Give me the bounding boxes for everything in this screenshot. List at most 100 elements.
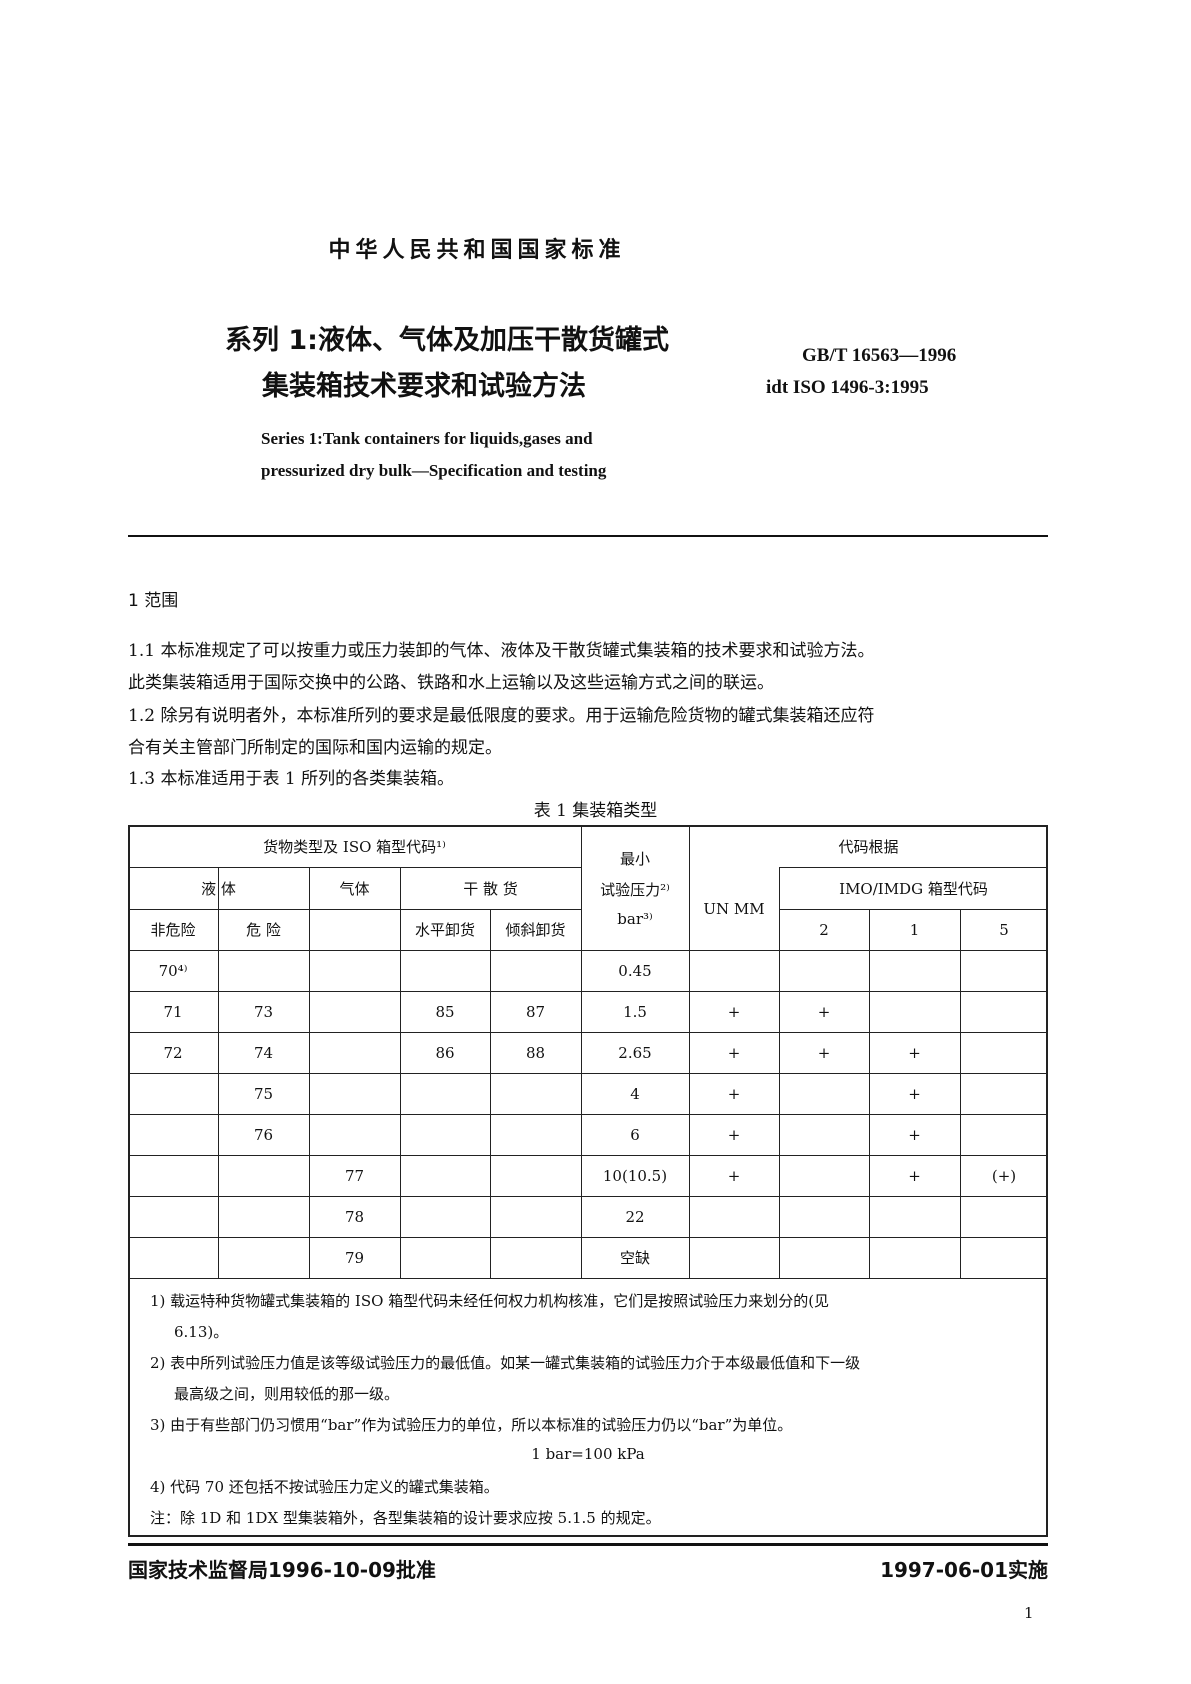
- table-rule: [869, 909, 870, 1278]
- table-cell: [779, 950, 869, 991]
- table-cell: 2.65: [618, 1043, 652, 1062]
- table-cell: [960, 1073, 1048, 1114]
- approval: 国家技术监督局1996-10-09批准: [128, 1558, 436, 1582]
- table-cell: [309, 1114, 400, 1155]
- section-heading: 1 范围: [128, 591, 179, 611]
- table-cell: [490, 1073, 581, 1114]
- table-cell: +: [908, 1166, 921, 1185]
- table-cell: [869, 950, 960, 991]
- table-footnote: 注：除 1D 和 1DX 型集装箱外，各型集装箱的设计要求应按 5.1.5 的规…: [150, 1509, 661, 1527]
- table-caption: 表 1 集装箱类型: [533, 801, 658, 821]
- table-cell: 88: [525, 1043, 546, 1062]
- table-cell: +: [727, 1043, 741, 1062]
- header-text: bar³⁾: [617, 909, 653, 928]
- table-cell: 76: [253, 1125, 274, 1144]
- title-line-2: 集装箱技术要求和试验方法: [262, 371, 586, 402]
- table-cell: 1.5: [623, 1002, 647, 1021]
- table-cell: [779, 1237, 869, 1278]
- table-cell: 72: [163, 1043, 183, 1062]
- para: 合有关主管部门所制定的国际和国内运输的规定。: [128, 738, 502, 758]
- table-cell: [400, 1073, 490, 1114]
- header-cell: 干 散 货: [463, 879, 518, 898]
- table-cell: 73: [253, 1002, 274, 1021]
- table-cell: [309, 991, 400, 1032]
- national-standard-heading: 中华人民共和国国家标准: [328, 238, 626, 263]
- header-cell: 1: [909, 920, 920, 939]
- table-cell: [218, 950, 309, 991]
- header-cell: 非危险: [150, 921, 196, 939]
- footer-divider: [128, 1543, 1048, 1546]
- header-cell: UN MM: [703, 899, 765, 918]
- table-cell: [689, 1237, 779, 1278]
- header-cell: IMO/IMDG 箱型代码: [839, 879, 988, 898]
- table-cell: [400, 1114, 490, 1155]
- table-cell: [490, 1196, 581, 1237]
- table-cell: +: [817, 1002, 831, 1021]
- header-text: 最小: [619, 849, 650, 868]
- table-cell: [689, 950, 779, 991]
- page-number: 1: [1024, 1604, 1034, 1622]
- standard-code: GB/T 16563—1996: [802, 345, 957, 366]
- table-cell: [869, 1196, 960, 1237]
- table-rule: [128, 1073, 1048, 1074]
- effective-date: 1997-06-01实施: [880, 1558, 1048, 1582]
- table-cell: 空缺: [619, 1249, 650, 1267]
- para: 1.3 本标准适用于表 1 所列的各类集装箱。: [128, 769, 455, 789]
- table-rule: [689, 825, 690, 1278]
- divider: [128, 535, 1048, 537]
- table-cell: 6: [630, 1125, 640, 1144]
- table-cell: 0.45: [618, 961, 652, 980]
- table-rule: [128, 1278, 1048, 1279]
- table-cell: [309, 1073, 400, 1114]
- table-cell: [218, 1155, 309, 1196]
- table-cell: [689, 1196, 779, 1237]
- table-rule: [128, 825, 130, 1536]
- table-cell: [128, 1114, 218, 1155]
- table-cell: [490, 1155, 581, 1196]
- idt-code: idt ISO 1496-3:1995: [766, 377, 929, 398]
- table-footnote: 3) 由于有些部门仍习惯用“bar”作为试验压力的单位，所以本标准的试验压力仍以…: [150, 1416, 793, 1434]
- english-title-2: pressurized dry bulk—Specification and t…: [261, 461, 607, 480]
- table-footnote: 1) 载运特种货物罐式集装箱的 ISO 箱型代码未经任何权力机构核准，它们是按照…: [150, 1292, 830, 1310]
- table-cell: +: [908, 1084, 921, 1103]
- table-rule: [218, 867, 219, 1278]
- table-cell: [400, 1196, 490, 1237]
- table-cell: +: [908, 1125, 921, 1144]
- table-rule: [128, 950, 1048, 951]
- table-rule: [309, 867, 310, 1278]
- table-cell: 74: [253, 1043, 274, 1062]
- table-cell: +: [727, 1125, 741, 1144]
- table-cell: [128, 1073, 218, 1114]
- table-footnote: 6.13)。: [174, 1323, 229, 1341]
- table-cell: (+): [991, 1166, 1017, 1185]
- table-footnote: 最高级之间，则用较低的那一级。: [174, 1385, 400, 1403]
- table-cell: [779, 1073, 869, 1114]
- table-cell: [490, 950, 581, 991]
- header-cell: 货物类型及 ISO 箱型代码¹⁾: [263, 837, 446, 856]
- table-cell: 77: [344, 1166, 365, 1185]
- table-rule: [128, 867, 581, 868]
- table-rule: [128, 991, 1048, 992]
- para: 此类集装箱适用于国际交换中的公路、铁路和水上运输以及这些运输方式之间的联运。: [128, 673, 774, 693]
- table-cell: [400, 950, 490, 991]
- table-cell: [960, 1032, 1048, 1073]
- table-cell: [128, 1237, 218, 1278]
- table-cell: 78: [344, 1207, 365, 1226]
- table-cell: [869, 991, 960, 1032]
- english-title-1: Series 1:Tank containers for liquids,gas…: [261, 429, 593, 448]
- table-cell: [779, 1196, 869, 1237]
- header-cell: 代码根据: [838, 837, 899, 856]
- table-cell: [779, 1114, 869, 1155]
- table-cell: [309, 950, 400, 991]
- table-cell: [218, 1237, 309, 1278]
- table-cell: 4: [630, 1084, 640, 1103]
- table-cell: 87: [525, 1002, 546, 1021]
- table-cell: [309, 1032, 400, 1073]
- para: 1.2 除另有说明者外，本标准所列的要求是最低限度的要求。用于运输危险货物的罐式…: [128, 706, 875, 726]
- table-rule: [128, 909, 581, 910]
- table-cell: [218, 1196, 309, 1237]
- table-rule: [779, 909, 1048, 910]
- table-footnote: 1 bar=100 kPa: [531, 1445, 645, 1463]
- table-rule: [128, 1032, 1048, 1033]
